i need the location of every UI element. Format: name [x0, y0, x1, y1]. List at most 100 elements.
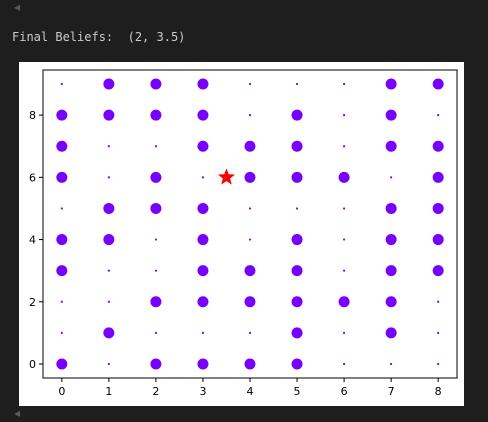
belief-point-6-8: [342, 114, 346, 117]
belief-point-5-2: [291, 296, 303, 308]
belief-point-1-4: [103, 234, 115, 246]
belief-point-3-3: [197, 265, 209, 277]
belief-point-8-3: [432, 265, 444, 277]
y-tick-label-2: 2: [29, 296, 36, 309]
y-tick-label-6: 6: [29, 171, 36, 184]
belief-point-6-3: [342, 269, 346, 272]
scroll-up-icon[interactable]: ◀: [14, 3, 21, 12]
belief-point-5-3: [291, 265, 303, 277]
belief-point-8-7: [432, 140, 444, 152]
output-label: Final Beliefs:: [12, 30, 114, 44]
belief-point-5-4: [291, 234, 303, 246]
belief-point-6-5: [342, 207, 346, 210]
belief-point-6-6: [338, 171, 350, 183]
belief-point-2-5: [150, 202, 162, 214]
scatter-chart: 0 1 2 3 4 5 6 7 8 0 2 4 6 8: [29, 69, 458, 398]
belief-point-8-6: [432, 171, 444, 183]
belief-point-0-7: [56, 140, 68, 152]
belief-point-4-3: [244, 265, 256, 277]
output-line: Final Beliefs: (2, 3.5): [12, 30, 185, 44]
belief-point-3-8: [197, 109, 209, 121]
belief-point-4-9: [248, 82, 252, 86]
y-tick-label-4: 4: [29, 234, 36, 247]
belief-point-5-1: [291, 327, 303, 339]
belief-point-3-1: [201, 331, 205, 334]
belief-point-1-1: [103, 327, 115, 339]
x-tick-label-7: 7: [388, 385, 395, 398]
belief-point-0-0: [56, 358, 68, 370]
output-value: (2, 3.5): [127, 30, 186, 44]
belief-point-2-2: [150, 296, 162, 308]
belief-point-5-8: [291, 109, 303, 121]
belief-point-5-6: [291, 171, 303, 183]
belief-point-5-0: [291, 358, 303, 370]
belief-point-1-6: [107, 176, 110, 179]
belief-point-0-5: [60, 207, 63, 210]
belief-point-2-0: [150, 358, 162, 370]
belief-point-0-2: [60, 300, 63, 303]
belief-point-4-6: [244, 171, 256, 183]
x-tick-label-6: 6: [341, 385, 348, 398]
x-tick-label-2: 2: [152, 385, 159, 398]
y-tick-label-8: 8: [29, 109, 36, 122]
belief-point-2-7: [154, 145, 158, 148]
plot-figure: 0 1 2 3 4 5 6 7 8 0 2 4 6 8: [19, 62, 464, 406]
belief-point-7-3: [385, 265, 397, 277]
belief-point-2-8: [150, 109, 162, 121]
belief-point-6-4: [342, 238, 346, 241]
belief-point-8-0: [437, 362, 440, 366]
belief-point-1-7: [107, 145, 110, 148]
belief-point-5-9: [295, 82, 299, 86]
x-tick-label-3: 3: [199, 385, 206, 398]
belief-point-4-7: [244, 140, 256, 152]
belief-point-4-5: [248, 207, 252, 210]
belief-point-4-2: [244, 296, 256, 308]
belief-point-0-3: [56, 265, 68, 277]
belief-point-8-2: [437, 300, 440, 303]
belief-point-1-8: [103, 109, 115, 121]
belief-point-3-4: [197, 234, 209, 246]
belief-point-2-6: [150, 171, 162, 183]
belief-point-5-5: [295, 207, 299, 210]
y-tick-label-0: 0: [29, 358, 36, 371]
belief-point-6-2: [338, 296, 350, 308]
belief-point-7-0: [390, 362, 393, 366]
belief-point-7-4: [385, 234, 397, 246]
belief-point-7-8: [385, 109, 397, 121]
belief-point-1-0: [107, 362, 110, 366]
belief-point-8-1: [437, 331, 440, 334]
belief-point-2-1: [154, 331, 158, 334]
x-tick-label-1: 1: [105, 385, 112, 398]
belief-point-3-9: [197, 78, 209, 90]
belief-point-0-9: [60, 82, 63, 86]
belief-point-1-9: [103, 78, 115, 90]
belief-point-1-2: [107, 300, 110, 303]
belief-point-0-4: [56, 234, 68, 246]
belief-point-3-5: [197, 202, 209, 214]
belief-point-7-1: [385, 327, 397, 339]
belief-point-6-1: [342, 331, 346, 334]
belief-point-3-0: [197, 358, 209, 370]
belief-point-8-5: [432, 202, 444, 214]
belief-point-2-9: [150, 78, 162, 90]
belief-point-8-4: [432, 234, 444, 246]
belief-point-7-7: [385, 140, 397, 152]
belief-point-2-3: [154, 269, 158, 272]
belief-point-4-4: [248, 238, 252, 241]
x-tick-label-5: 5: [294, 385, 301, 398]
belief-point-8-9: [432, 78, 444, 90]
belief-point-8-8: [437, 114, 440, 117]
belief-point-0-8: [56, 109, 68, 121]
belief-point-7-9: [385, 78, 397, 90]
belief-point-3-6: [201, 176, 205, 179]
belief-point-4-1: [248, 331, 252, 334]
scroll-down-icon[interactable]: ◀: [14, 409, 21, 418]
belief-point-0-6: [56, 171, 68, 183]
x-tick-label-4: 4: [247, 385, 254, 398]
belief-point-5-7: [291, 140, 303, 152]
belief-point-1-3: [107, 269, 110, 272]
x-tick-label-8: 8: [435, 385, 442, 398]
belief-point-2-4: [154, 238, 158, 241]
belief-point-7-6: [390, 176, 393, 179]
belief-point-4-8: [248, 114, 252, 117]
